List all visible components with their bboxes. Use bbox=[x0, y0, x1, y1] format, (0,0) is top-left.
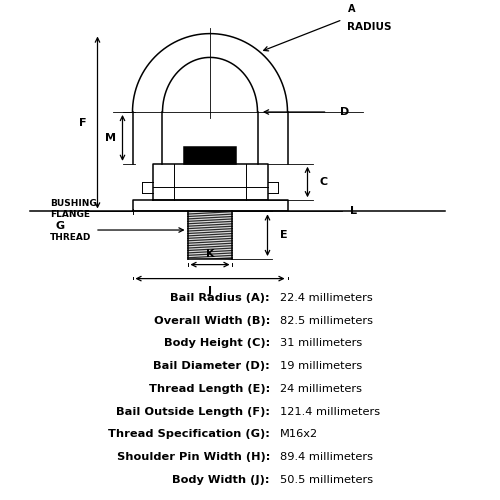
Text: FLANGE: FLANGE bbox=[50, 210, 90, 218]
Text: M16x2: M16x2 bbox=[280, 430, 318, 440]
Text: 50.5 millimeters: 50.5 millimeters bbox=[280, 475, 373, 485]
Text: Body Height (C):: Body Height (C): bbox=[164, 338, 270, 348]
Text: J: J bbox=[208, 286, 212, 296]
Text: G: G bbox=[55, 221, 64, 231]
Text: Bail Diameter (D):: Bail Diameter (D): bbox=[153, 361, 270, 371]
Text: THREAD: THREAD bbox=[50, 232, 92, 241]
Text: E: E bbox=[280, 230, 287, 240]
Text: 89.4 millimeters: 89.4 millimeters bbox=[280, 452, 373, 462]
Text: 31 millimeters: 31 millimeters bbox=[280, 338, 362, 348]
Text: 22.4 millimeters: 22.4 millimeters bbox=[280, 293, 373, 303]
Text: Thread Length (E):: Thread Length (E): bbox=[149, 384, 270, 394]
Text: RADIUS: RADIUS bbox=[348, 22, 392, 32]
Text: D: D bbox=[340, 107, 349, 117]
Text: 19 millimeters: 19 millimeters bbox=[280, 361, 362, 371]
Text: BUSHING: BUSHING bbox=[50, 198, 97, 207]
Text: 121.4 millimeters: 121.4 millimeters bbox=[280, 406, 380, 416]
Text: F: F bbox=[79, 118, 86, 128]
Text: A: A bbox=[348, 4, 355, 14]
Text: 82.5 millimeters: 82.5 millimeters bbox=[280, 316, 373, 326]
Text: Body Width (J):: Body Width (J): bbox=[172, 475, 270, 485]
Text: Bail Radius (A):: Bail Radius (A): bbox=[170, 293, 270, 303]
Text: C: C bbox=[320, 177, 328, 187]
Text: Thread Specification (G):: Thread Specification (G): bbox=[108, 430, 270, 440]
Text: L: L bbox=[350, 206, 357, 216]
Text: K: K bbox=[206, 249, 214, 259]
Polygon shape bbox=[184, 147, 236, 164]
Text: M: M bbox=[104, 133, 116, 143]
Text: Overall Width (B):: Overall Width (B): bbox=[154, 316, 270, 326]
Text: Bail Outside Length (F):: Bail Outside Length (F): bbox=[116, 406, 270, 416]
Text: Shoulder Pin Width (H):: Shoulder Pin Width (H): bbox=[116, 452, 270, 462]
Text: 24 millimeters: 24 millimeters bbox=[280, 384, 362, 394]
